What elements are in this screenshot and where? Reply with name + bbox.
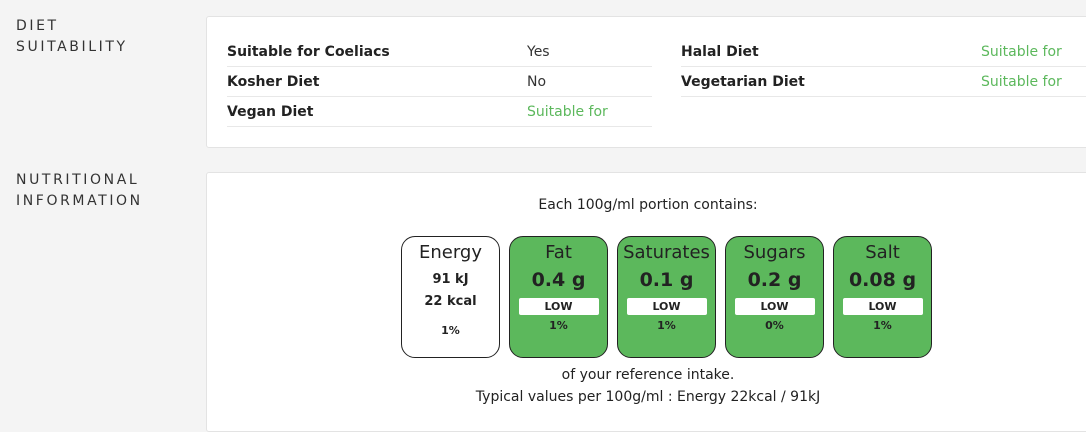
heading-line: INFORMATION bbox=[16, 193, 143, 209]
energy-percent: 1% bbox=[441, 324, 460, 337]
diet-row-vegan: Vegan Diet Suitable for bbox=[227, 97, 652, 127]
nutrient-percent: 0% bbox=[765, 319, 784, 332]
nutrient-percent: 1% bbox=[873, 319, 892, 332]
nutrient-name: Salt bbox=[865, 242, 900, 263]
diet-name: Halal Diet bbox=[681, 43, 759, 60]
diet-value: Suitable for bbox=[981, 73, 1062, 90]
nutrient-level: LOW bbox=[734, 298, 815, 315]
energy-kj: 91 kJ bbox=[432, 272, 469, 287]
heading-line: DIET bbox=[16, 18, 59, 34]
fat-box: Fat 0.4 g LOW 1% bbox=[509, 236, 608, 358]
nutrient-name: Saturates bbox=[623, 242, 710, 263]
nutrient-amount: 0.4 g bbox=[531, 269, 586, 291]
diet-suitability-card: Suitable for Coeliacs Yes Kosher Diet No… bbox=[206, 16, 1086, 148]
diet-suitability-heading: DIET SUITABILITY bbox=[16, 16, 128, 58]
diet-row-vegetarian: Vegetarian Diet Suitable for bbox=[681, 67, 1086, 97]
diet-name: Vegan Diet bbox=[227, 103, 314, 120]
diet-column-left: Suitable for Coeliacs Yes Kosher Diet No… bbox=[227, 37, 652, 127]
nutrient-level: LOW bbox=[626, 298, 707, 315]
nutrient-name: Energy bbox=[418, 242, 483, 263]
energy-box: Energy 91 kJ 22 kcal 1% bbox=[401, 236, 500, 358]
diet-name: Suitable for Coeliacs bbox=[227, 43, 390, 60]
diet-name: Kosher Diet bbox=[227, 73, 320, 90]
nutritional-information-card: Each 100g/ml portion contains: Energy 91… bbox=[206, 172, 1086, 432]
diet-row-kosher: Kosher Diet No bbox=[227, 67, 652, 97]
typical-values-text: Typical values per 100g/ml : Energy 22kc… bbox=[475, 389, 821, 405]
diet-value: Yes bbox=[527, 43, 550, 60]
nutrient-name: Sugars bbox=[743, 242, 806, 263]
diet-row-halal: Halal Diet Suitable for bbox=[681, 37, 1086, 67]
nutrient-amount: 0.1 g bbox=[639, 269, 694, 291]
nutrient-percent: 1% bbox=[657, 319, 676, 332]
diet-row-coeliacs: Suitable for Coeliacs Yes bbox=[227, 37, 652, 67]
nutrient-amount: 0.2 g bbox=[747, 269, 802, 291]
nutrient-level: LOW bbox=[518, 298, 599, 315]
diet-value: No bbox=[527, 73, 547, 90]
nutrient-percent: 1% bbox=[549, 319, 568, 332]
diet-name: Vegetarian Diet bbox=[681, 73, 805, 90]
diet-column-right: Halal Diet Suitable for Vegetarian Diet … bbox=[681, 37, 1086, 97]
portion-text: Each 100g/ml portion contains: bbox=[538, 197, 758, 213]
reference-intake-text: of your reference intake. bbox=[561, 367, 735, 383]
heading-line: NUTRITIONAL bbox=[16, 172, 140, 188]
salt-box: Salt 0.08 g LOW 1% bbox=[833, 236, 932, 358]
nutritional-information-heading: NUTRITIONAL INFORMATION bbox=[16, 170, 143, 212]
energy-kcal: 22 kcal bbox=[424, 294, 477, 309]
diet-value: Suitable for bbox=[527, 103, 608, 120]
sugars-box: Sugars 0.2 g LOW 0% bbox=[725, 236, 824, 358]
diet-value: Suitable for bbox=[981, 43, 1062, 60]
nutrient-name: Fat bbox=[545, 242, 572, 263]
nutrient-level: LOW bbox=[842, 298, 923, 315]
nutrient-amount: 0.08 g bbox=[848, 269, 917, 291]
heading-line: SUITABILITY bbox=[16, 39, 128, 55]
saturates-box: Saturates 0.1 g LOW 1% bbox=[617, 236, 716, 358]
